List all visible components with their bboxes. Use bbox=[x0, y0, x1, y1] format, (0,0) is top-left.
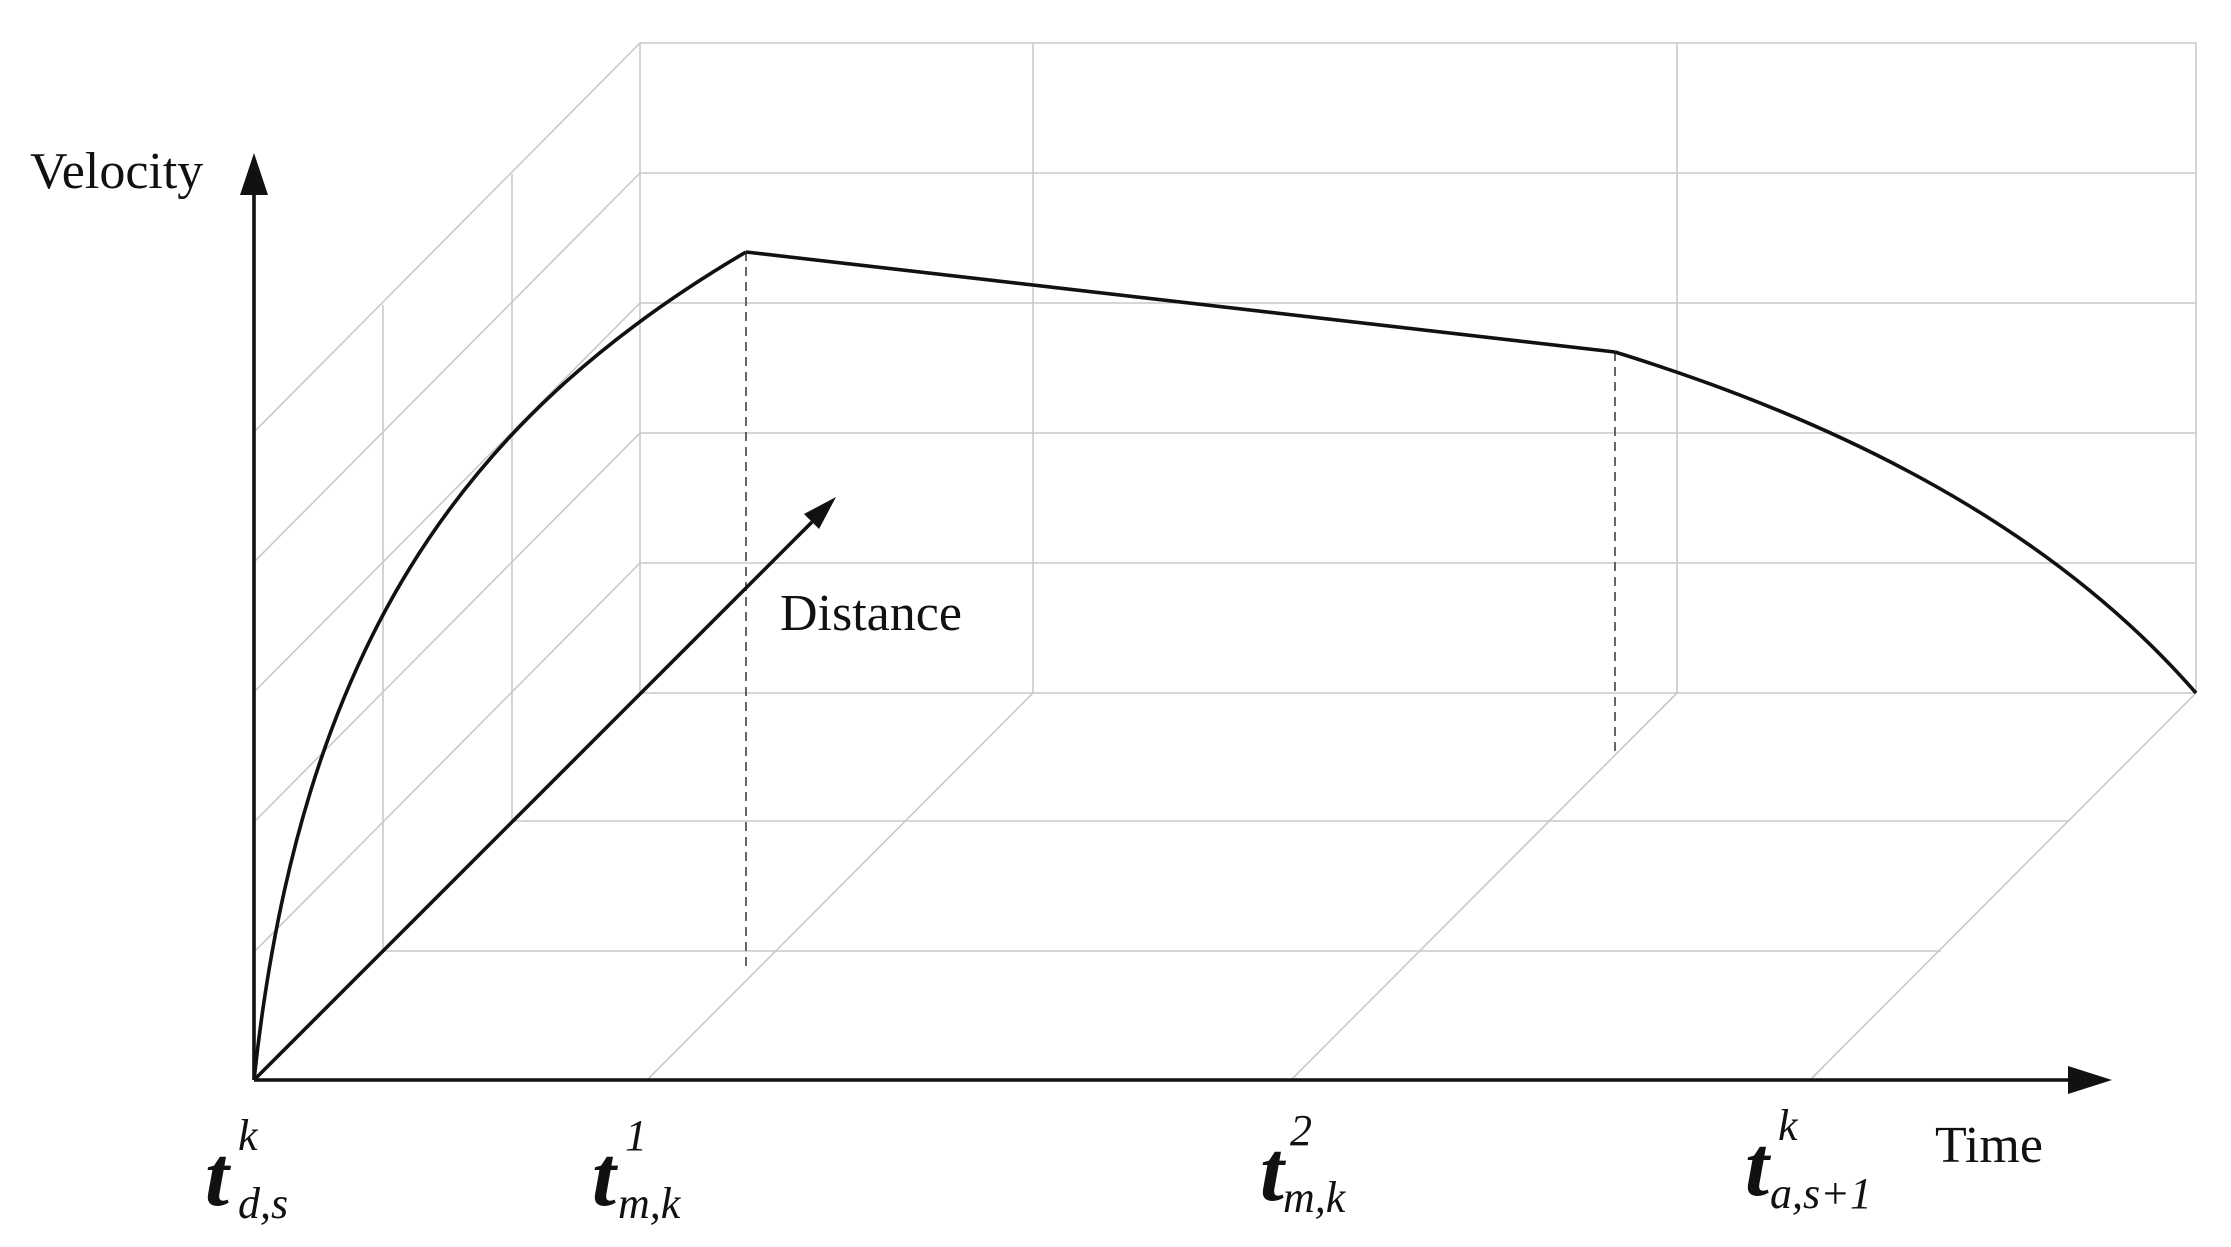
distance-axis bbox=[252, 520, 814, 1082]
time-marker-main: t bbox=[205, 1128, 232, 1224]
time-marker-main: t bbox=[1260, 1123, 1287, 1219]
time-marker-superscript: k bbox=[1778, 1101, 1799, 1150]
time-marker-superscript: 1 bbox=[625, 1111, 647, 1160]
acceleration-phase-curve bbox=[252, 250, 747, 1081]
time-marker-motion-2: t 2 m,k bbox=[1260, 1106, 1347, 1222]
time-axis-label: Time bbox=[1935, 1117, 2043, 1174]
floor-line bbox=[1809, 692, 2197, 1081]
time-marker-subscript: a,s+1 bbox=[1770, 1169, 1872, 1218]
floor-line bbox=[1290, 692, 1678, 1081]
left-wall-line bbox=[253, 562, 641, 953]
time-marker-main: t bbox=[592, 1128, 619, 1224]
time-marker-superscript: 2 bbox=[1290, 1106, 1312, 1155]
axes bbox=[240, 153, 2112, 1094]
left-wall-line bbox=[253, 302, 641, 693]
time-marker-departure: t k d,s bbox=[205, 1111, 288, 1228]
distance-axis-arrowhead bbox=[804, 497, 836, 529]
time-marker-arrival: t k a,s+1 bbox=[1745, 1101, 1872, 1218]
velocity-axis-arrowhead bbox=[240, 153, 268, 195]
velocity-profile bbox=[252, 250, 2198, 1081]
time-marker-subscript: d,s bbox=[238, 1179, 288, 1228]
floor-line bbox=[646, 692, 1034, 1081]
left-wall-line bbox=[253, 172, 641, 563]
time-marker-motion-1: t 1 m,k bbox=[592, 1111, 682, 1228]
left-wall-line bbox=[253, 432, 641, 823]
perspective-grid bbox=[253, 42, 2197, 1081]
distance-axis-label: Distance bbox=[780, 585, 962, 642]
velocity-axis-label: Velocity bbox=[30, 143, 203, 200]
time-axis-arrowhead bbox=[2068, 1066, 2112, 1094]
time-marker-subscript: m,k bbox=[618, 1179, 682, 1228]
coasting-phase-line bbox=[745, 250, 1616, 354]
braking-phase-curve bbox=[1614, 350, 2198, 695]
left-wall-line bbox=[253, 42, 641, 433]
time-marker-main: t bbox=[1745, 1118, 1772, 1214]
time-marker-superscript: k bbox=[238, 1111, 259, 1160]
time-marker-subscript: m,k bbox=[1283, 1173, 1347, 1222]
